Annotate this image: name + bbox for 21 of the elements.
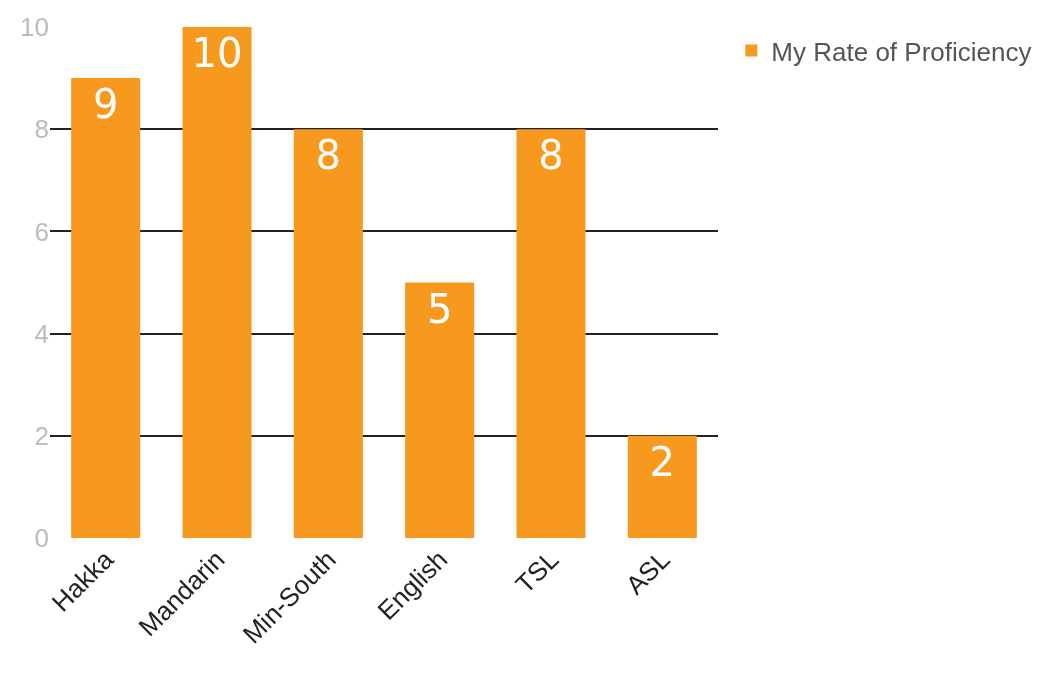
- y-tick-label: 6: [34, 216, 49, 247]
- data-label: 8: [538, 132, 564, 179]
- bar: [405, 282, 475, 538]
- data-label: 5: [426, 285, 453, 332]
- bar: [71, 78, 141, 538]
- data-label: 9: [92, 81, 119, 128]
- bar: [182, 27, 252, 538]
- x-tick-label: ASL: [619, 544, 676, 601]
- data-label: 8: [315, 132, 342, 179]
- x-tick-label: TSL: [509, 544, 565, 600]
- legend-label: My Rate of Proficiency: [771, 36, 1032, 67]
- bar: [293, 129, 363, 538]
- bar: [516, 129, 586, 538]
- y-tick-label: 8: [34, 114, 49, 145]
- y-tick-label: 2: [34, 420, 49, 451]
- bar: [627, 435, 697, 538]
- data-label: 10: [191, 30, 243, 76]
- y-tick-label: 0: [34, 523, 49, 554]
- data-label: 2: [649, 438, 676, 485]
- y-tick-label: 10: [20, 12, 49, 43]
- y-tick-label: 4: [34, 318, 49, 349]
